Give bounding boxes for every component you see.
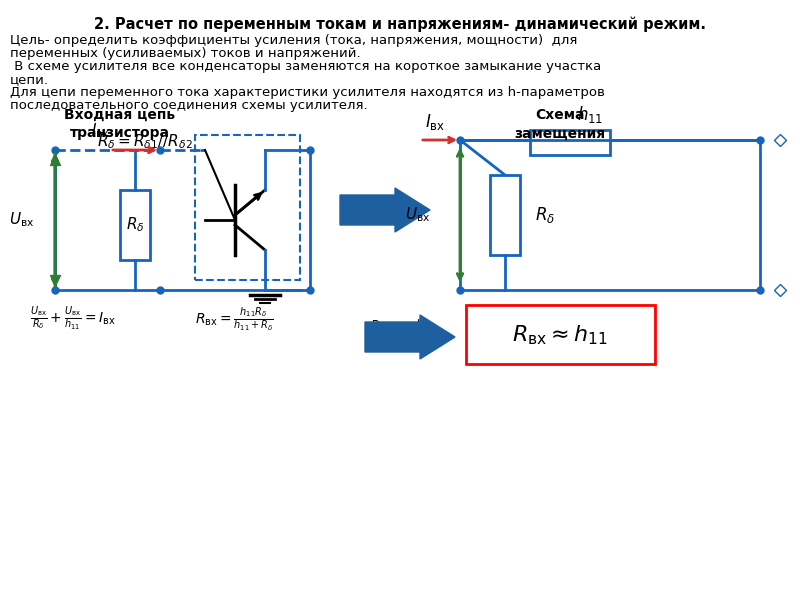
Text: $R_{\delta}$: $R_{\delta}$ xyxy=(535,205,555,225)
Bar xyxy=(530,130,610,155)
Polygon shape xyxy=(365,315,455,359)
Text: Цель- определить коэффициенты усиления (тока, напряжения, мощности)  для: Цель- определить коэффициенты усиления (… xyxy=(10,34,578,47)
Text: $U_{\text{вх}}$: $U_{\text{вх}}$ xyxy=(10,211,34,229)
Text: $I_{\text{вх}}$: $I_{\text{вх}}$ xyxy=(425,112,445,132)
Text: $R_{\delta}$: $R_{\delta}$ xyxy=(126,215,144,235)
Text: переменных (усиливаемых) токов и напряжений.: переменных (усиливаемых) токов и напряже… xyxy=(10,47,361,60)
Polygon shape xyxy=(340,188,430,232)
Text: $U_{\text{вх}}$: $U_{\text{вх}}$ xyxy=(405,206,430,224)
Bar xyxy=(195,135,300,280)
Text: Входная цепь
транзистора: Входная цепь транзистора xyxy=(65,108,175,140)
FancyBboxPatch shape xyxy=(466,305,655,364)
Text: $\frac{U_{\text{вх}}}{R_{\delta}}+\frac{U_{\text{вх}}}{h_{11}}=I_{\text{вх}}$: $\frac{U_{\text{вх}}}{R_{\delta}}+\frac{… xyxy=(30,305,116,334)
Text: $R_{\text{и}} >> h_{11}$: $R_{\text{и}} >> h_{11}$ xyxy=(370,318,436,334)
Text: $R_{\delta} = R_{\delta 1}//R_{\delta 2}$: $R_{\delta} = R_{\delta 1}//R_{\delta 2}… xyxy=(97,132,193,151)
Text: 2. Расчет по переменным токам и напряжениям- динамический режим.: 2. Расчет по переменным токам и напряжен… xyxy=(94,17,706,32)
Text: $I_{\text{вх}}$: $I_{\text{вх}}$ xyxy=(90,121,110,140)
Text: Для цепи переменного тока характеристики усилителя находятся из h-параметров: Для цепи переменного тока характеристики… xyxy=(10,86,605,99)
Text: В схеме усилителя все конденсаторы заменяются на короткое замыкание участка: В схеме усилителя все конденсаторы замен… xyxy=(10,60,602,73)
Bar xyxy=(120,190,150,260)
Text: $R_{\text{вх}} \approx h_{11}$: $R_{\text{вх}} \approx h_{11}$ xyxy=(512,323,608,347)
Text: Схема
замещения: Схема замещения xyxy=(514,108,606,140)
Text: цепи.: цепи. xyxy=(10,73,49,86)
Bar xyxy=(490,175,520,255)
Text: последовательного соединения схемы усилителя.: последовательного соединения схемы усили… xyxy=(10,99,368,112)
Text: $R_{\text{вх}}=\frac{h_{11}R_{\delta}}{h_{11}+R_{\delta}}$: $R_{\text{вх}}=\frac{h_{11}R_{\delta}}{h… xyxy=(195,305,274,333)
Text: $h_{11}$: $h_{11}$ xyxy=(577,104,603,125)
